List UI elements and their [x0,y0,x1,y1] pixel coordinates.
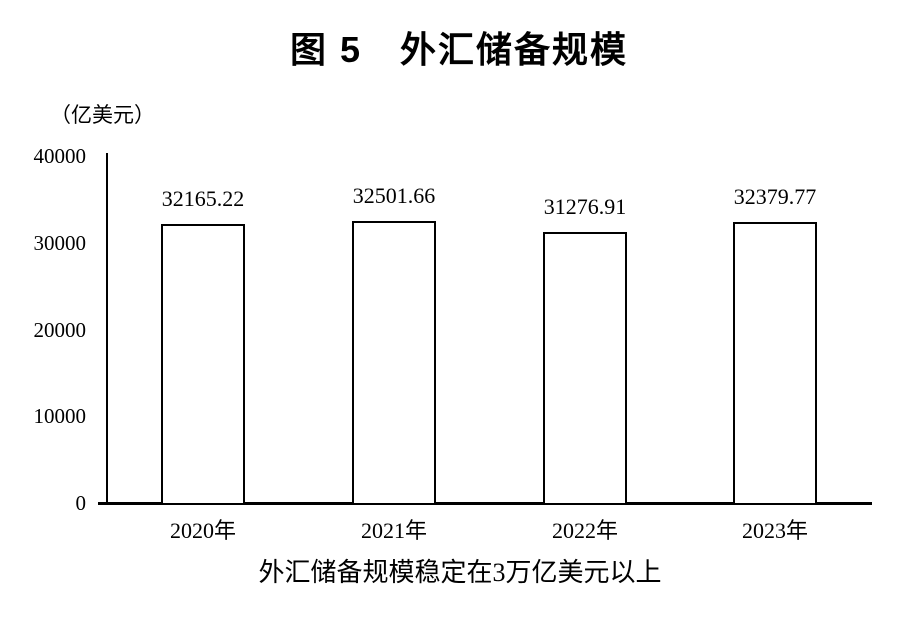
bar-2022年 [543,232,627,503]
y-axis-line [106,153,108,503]
chart-caption: 外汇储备规模稳定在3万亿美元以上 [258,558,662,587]
bar-value-label: 32501.66 [352,183,436,208]
y-axis-unit-label: （亿美元） [50,103,155,127]
bar-2023年 [733,222,817,503]
x-axis-tick-label: 2020年 [169,518,236,543]
bar-value-label: 31276.91 [543,194,627,219]
y-axis-tick-label: 30000 [33,231,87,255]
x-axis-tick-label: 2021年 [360,518,427,543]
bar-2021年 [352,221,436,503]
y-axis-tick-label: 0 [75,491,87,515]
bar-2020年 [161,224,245,503]
x-axis-line [98,502,872,505]
bar-value-label: 32165.22 [161,186,245,211]
y-axis-tick-label: 40000 [33,144,87,168]
y-axis-tick-label: 10000 [33,404,87,428]
bar-value-label: 32379.77 [733,184,817,209]
chart-title: 图 5 外汇储备规模 [289,29,629,70]
x-axis-tick-label: 2023年 [741,518,808,543]
x-axis-tick-label: 2022年 [551,518,618,543]
y-axis-tick-label: 20000 [33,318,87,342]
